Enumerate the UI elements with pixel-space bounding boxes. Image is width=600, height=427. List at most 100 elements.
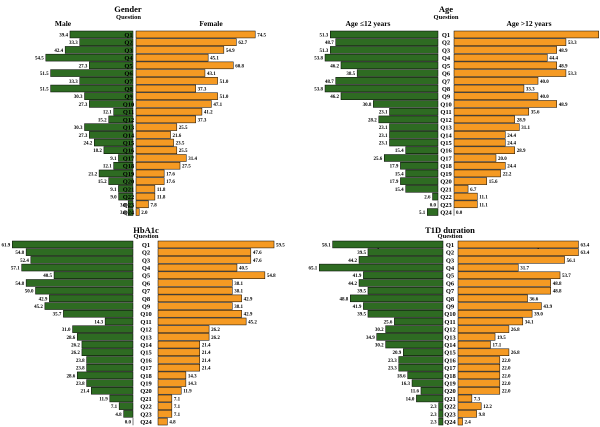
- right-bar: [157, 410, 173, 418]
- center-axis-label: Question: [438, 233, 463, 240]
- right-data-label: 59.5: [276, 243, 285, 248]
- left-data-label: 17.9: [390, 165, 399, 170]
- left-bar: [438, 410, 444, 418]
- category-tick-label: Q22: [123, 194, 135, 201]
- left-bar: [109, 394, 134, 403]
- right-data-label: 22.0: [502, 390, 511, 395]
- category-tick-label: Q9: [442, 94, 451, 101]
- right-data-label: 47.6: [253, 251, 262, 256]
- left-data-label: 9.1: [110, 157, 117, 162]
- right-bar: [453, 84, 525, 93]
- right-bar: [457, 325, 510, 333]
- right-bar: [157, 387, 182, 395]
- right-bar: [135, 169, 165, 178]
- left-bar: [363, 271, 444, 279]
- left-data-label: 30.2: [375, 344, 384, 349]
- right-data-label: 2.4: [465, 421, 472, 426]
- left-data-label: 17.9: [390, 180, 399, 185]
- left-data-label: 53.8: [314, 87, 323, 92]
- center-axis-label: Question: [134, 233, 159, 240]
- category-tick-label: Q9: [142, 304, 151, 311]
- right-data-label: 42.9: [244, 297, 253, 302]
- left-bar: [35, 286, 134, 295]
- right-data-label: 0.0: [456, 211, 463, 216]
- left-bar: [76, 333, 134, 341]
- left-bar: [400, 161, 439, 170]
- right-data-label: 63.4: [580, 251, 589, 256]
- category-tick-label: Q6: [142, 280, 151, 287]
- category-tick-label: Q23: [444, 411, 456, 418]
- category-tick-label: Q24: [140, 419, 152, 426]
- left-data-label: 27.3: [79, 134, 88, 139]
- category-tick-label: Q24: [444, 419, 456, 426]
- left-data-label: 44.2: [348, 259, 357, 264]
- left-bar: [127, 208, 134, 216]
- category-tick-label: Q14: [440, 132, 452, 139]
- chart-title: Gender: [114, 4, 142, 14]
- right-data-label: 28.9: [517, 149, 526, 154]
- chart-panel-1: Age Age ≤12 years Question Age >12 years 51.…: [314, 4, 599, 217]
- right-data-label: 56.1: [567, 259, 576, 264]
- left-bar: [86, 379, 134, 387]
- left-data-label: 44.2: [348, 282, 357, 287]
- left-data-label: 2.6: [424, 196, 431, 201]
- category-tick-label: Q16: [444, 357, 456, 364]
- right-data-label: 7.1: [174, 397, 181, 402]
- left-data-label: 45.2: [34, 305, 43, 310]
- right-bar: [457, 333, 496, 341]
- category-tick-label: Q17: [140, 365, 152, 372]
- left-data-label: 41.9: [353, 305, 362, 310]
- left-data-label: 52.4: [20, 259, 29, 264]
- left-bar: [89, 100, 134, 108]
- right-bar: [157, 240, 275, 249]
- left-data-label: 28.2: [368, 118, 377, 123]
- right-data-label: 11.8: [157, 188, 166, 193]
- right-data-label: 15.6: [489, 180, 498, 185]
- right-data-label: 53.3: [568, 41, 577, 46]
- right-data-label: 31.4: [188, 157, 197, 162]
- right-data-label: 36.6: [530, 297, 539, 302]
- right-data-label: 48.8: [553, 282, 562, 287]
- right-bar: [457, 263, 519, 272]
- right-bar: [457, 371, 501, 380]
- category-tick-label: Q18: [440, 163, 452, 170]
- left-bar: [385, 325, 444, 333]
- right-data-label: 74.5: [257, 33, 266, 38]
- left-bar: [104, 317, 134, 326]
- left-data-label: 23.8: [76, 367, 85, 372]
- left-data-label: 39.5: [357, 313, 366, 318]
- right-data-label: 44.4: [549, 57, 558, 62]
- right-data-label: 14.3: [188, 374, 197, 379]
- left-data-label: 41.9: [353, 274, 362, 279]
- right-bar: [453, 107, 530, 116]
- right-bar: [457, 317, 524, 326]
- right-data-label: 7.1: [174, 405, 181, 410]
- right-bar: [157, 248, 252, 256]
- right-bar: [157, 310, 242, 318]
- chart-title: Age: [439, 4, 453, 14]
- left-data-label: 34.9: [366, 336, 375, 341]
- right-bar: [457, 363, 501, 372]
- left-data-label: 39.5: [357, 251, 366, 256]
- left-data-label: 30.2: [375, 328, 384, 333]
- category-tick-label: Q4: [142, 265, 151, 272]
- left-data-label: 4.8: [115, 413, 122, 418]
- left-bar: [367, 248, 444, 256]
- right-bar: [457, 286, 551, 295]
- category-tick-label: Q15: [140, 350, 152, 357]
- right-data-label: 22.2: [503, 172, 512, 177]
- chart-panel-2: HbA1cHbA1c ≤7.5%QuestionHbA1c >7.5%61.95…: [2, 225, 286, 426]
- right-data-label: 31.1: [521, 126, 530, 131]
- left-data-label: 23.8: [76, 359, 85, 364]
- left-bar: [45, 53, 134, 62]
- left-bar: [358, 256, 444, 264]
- left-bar: [356, 69, 439, 77]
- left-bar: [400, 177, 439, 185]
- right-bar: [135, 154, 187, 162]
- left-bar: [64, 46, 134, 54]
- left-bar: [84, 92, 134, 100]
- right-bar: [453, 146, 515, 154]
- left-data-label: 15.2: [98, 180, 107, 185]
- left-bar: [113, 161, 134, 170]
